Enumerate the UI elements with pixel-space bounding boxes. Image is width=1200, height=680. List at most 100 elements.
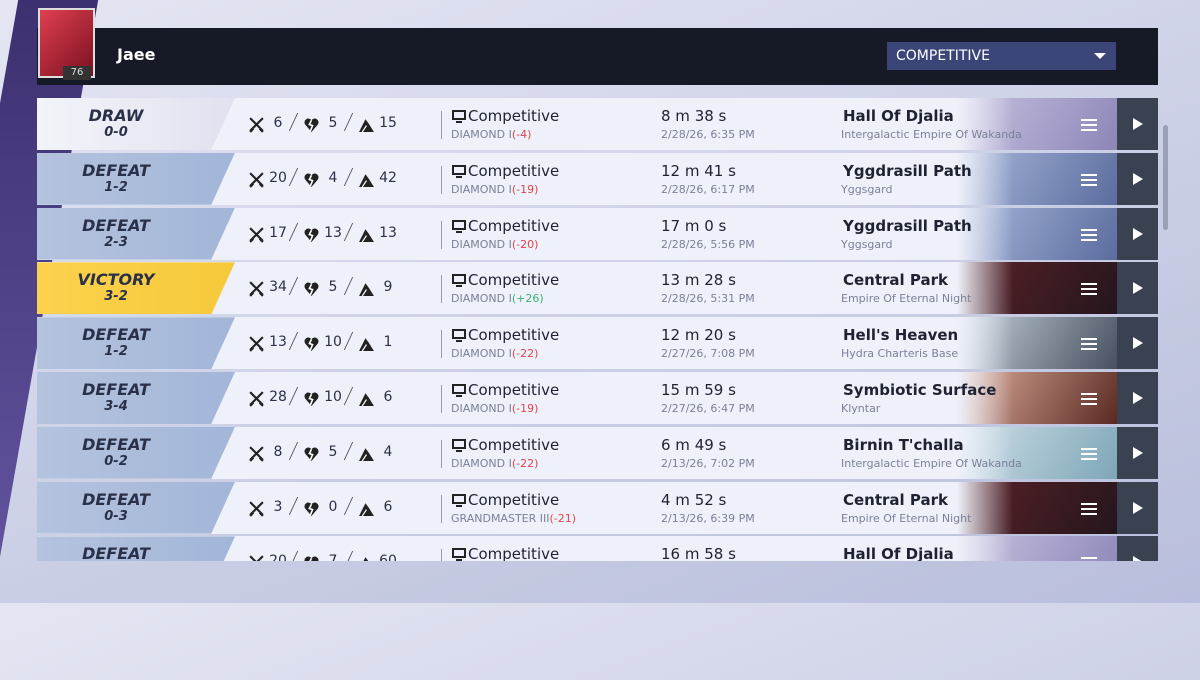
match-row[interactable]: DEFEAT 1-2 20 4 42 Competitive DIAMOND I(-19) 1… xyxy=(37,152,1158,205)
duration: 13 m 28 s xyxy=(661,271,736,290)
rank-delta: (-21) xyxy=(549,511,577,525)
match-row[interactable]: DEFEAT 0-3 3 0 6 Competitive GRANDMASTER III(-… xyxy=(37,481,1158,534)
result: DEFEAT xyxy=(82,380,150,399)
replay-button[interactable] xyxy=(1117,317,1158,370)
slash xyxy=(288,222,305,241)
kills-icon xyxy=(248,335,265,356)
details-button[interactable] xyxy=(1081,391,1097,410)
kills-icon xyxy=(248,116,265,137)
details-button[interactable] xyxy=(1081,172,1097,191)
assists: 13 xyxy=(379,224,397,241)
result: DEFEAT xyxy=(82,160,150,180)
duration: 17 m 0 s xyxy=(661,216,727,235)
slash xyxy=(343,222,360,241)
deaths: 5 xyxy=(328,279,338,296)
deaths: 10 xyxy=(324,389,342,405)
assists-icon xyxy=(358,500,375,521)
mode: Competitive xyxy=(468,216,560,235)
result-cell: DEFEAT 0-2 xyxy=(37,426,235,479)
kills-icon xyxy=(248,445,265,466)
mode: Competitive xyxy=(468,107,560,125)
replay-button[interactable] xyxy=(1117,98,1158,150)
match-row[interactable]: DEFEAT 1-2 13 10 1 Competitive DIAMOND I(-22) 1… xyxy=(37,317,1158,370)
slash xyxy=(288,113,305,131)
score: 0-2 xyxy=(104,453,128,469)
match-row[interactable]: DEFEAT 20 7 60 Competitive 16 m 58 s Hall Of D… xyxy=(37,536,1158,561)
map: Central Park xyxy=(843,490,948,509)
assists: 60 xyxy=(379,553,397,561)
match-row[interactable]: DRAW 0-0 6 5 15 Competitive DIAMOND I(-4) 8 m 3… xyxy=(37,98,1158,150)
separator xyxy=(441,220,442,249)
assists-icon xyxy=(358,280,375,301)
score: 1-2 xyxy=(104,344,128,360)
kills: 8 xyxy=(273,443,283,460)
mode: Competitive xyxy=(468,435,560,454)
rank: DIAMOND I(-22) xyxy=(451,347,538,360)
kills: 20 xyxy=(269,169,287,186)
result: DRAW xyxy=(88,106,144,125)
date: 2/27/26, 7:08 PM xyxy=(661,347,755,361)
mode: Competitive xyxy=(468,161,560,180)
match-row[interactable]: DEFEAT 3-4 28 10 6 Competitive DIAMOND I(-19) 1… xyxy=(37,372,1158,424)
map: Yggdrasill Path xyxy=(843,161,972,180)
match-list: DRAW 0-0 6 5 15 Competitive DIAMOND I(-4) 8 m 3… xyxy=(37,98,1158,561)
replay-button[interactable] xyxy=(1117,372,1158,424)
kills-icon xyxy=(248,226,265,247)
match-row[interactable]: VICTORY 3-2 34 5 9 Competitive DIAMOND I(+26) 1… xyxy=(37,262,1158,315)
slash xyxy=(288,441,305,460)
score: 3-4 xyxy=(104,399,128,414)
assists: 15 xyxy=(379,115,397,131)
mode-icon xyxy=(452,547,466,561)
kills: 13 xyxy=(269,334,287,351)
details-button[interactable] xyxy=(1081,227,1097,246)
date: 2/28/26, 6:35 PM xyxy=(661,128,755,141)
mode-icon xyxy=(452,383,466,402)
kills: 20 xyxy=(269,553,287,561)
match-row[interactable]: DEFEAT 0-2 8 5 4 Competitive DIAMOND I(-22) 6 m… xyxy=(37,426,1158,479)
details-button[interactable] xyxy=(1081,555,1097,561)
replay-button[interactable] xyxy=(1117,481,1158,534)
rank-delta: (+26) xyxy=(511,292,544,306)
replay-button[interactable] xyxy=(1117,207,1158,260)
region: Klyntar xyxy=(841,402,881,415)
assists: 6 xyxy=(383,389,393,405)
deaths-icon xyxy=(303,335,320,356)
kills-icon xyxy=(248,554,265,561)
deaths: 4 xyxy=(328,169,338,186)
rank-name: DIAMOND I xyxy=(451,182,512,196)
details-button[interactable] xyxy=(1081,501,1097,520)
map: Birnin T'challa xyxy=(843,435,964,454)
match-row[interactable]: DEFEAT 2-3 17 13 13 Competitive DIAMOND I(-20)… xyxy=(37,207,1158,260)
details-button[interactable] xyxy=(1081,336,1097,355)
assists-icon xyxy=(358,171,375,192)
assists: 6 xyxy=(383,498,393,515)
score: 2-3 xyxy=(104,234,128,250)
result: VICTORY xyxy=(77,270,155,290)
slash xyxy=(343,551,360,561)
assists-icon xyxy=(358,116,375,137)
replay-button[interactable] xyxy=(1117,152,1158,205)
deaths-icon xyxy=(303,445,320,466)
assists-icon xyxy=(358,226,375,247)
map: Hall Of Djalia xyxy=(843,545,954,561)
scrollbar[interactable] xyxy=(1163,125,1168,230)
slash xyxy=(343,441,360,460)
map: Yggdrasill Path xyxy=(843,216,972,235)
details-button[interactable] xyxy=(1081,281,1097,300)
details-button[interactable] xyxy=(1081,117,1097,136)
deaths-icon xyxy=(303,554,320,561)
slash xyxy=(288,387,305,405)
replay-button[interactable] xyxy=(1117,426,1158,479)
separator xyxy=(441,549,442,561)
deaths: 5 xyxy=(328,443,338,460)
filter-dropdown[interactable]: COMPETITIVE xyxy=(887,42,1116,70)
deaths-icon xyxy=(303,390,320,411)
details-button[interactable] xyxy=(1081,446,1097,465)
replay-button[interactable] xyxy=(1117,536,1158,561)
slash xyxy=(288,277,305,296)
rank-delta: (-4) xyxy=(511,128,532,141)
replay-button[interactable] xyxy=(1117,262,1158,315)
duration: 15 m 59 s xyxy=(661,381,736,399)
region: Yggsgard xyxy=(841,182,893,196)
